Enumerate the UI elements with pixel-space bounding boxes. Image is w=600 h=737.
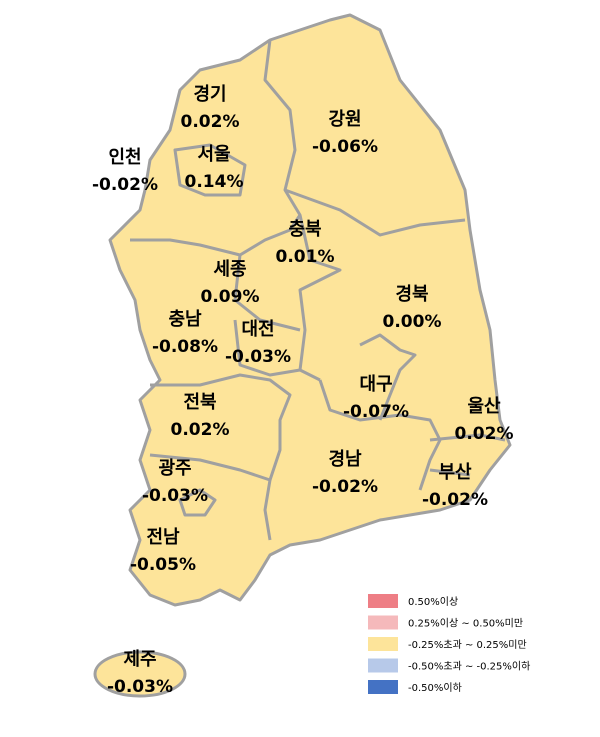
region-name: 광주 bbox=[158, 458, 191, 479]
region-name: 서울 bbox=[197, 144, 230, 165]
border bbox=[173, 143, 247, 197]
border bbox=[359, 333, 417, 421]
border bbox=[429, 468, 471, 477]
region-value: -0.02% bbox=[92, 175, 158, 195]
legend-label: 0.50%이상 bbox=[408, 596, 458, 608]
region-value: 0.00% bbox=[383, 312, 442, 332]
region-value: -0.05% bbox=[130, 555, 196, 575]
region-value: -0.02% bbox=[422, 490, 488, 510]
legend-swatch bbox=[368, 680, 398, 694]
region-name: 인천 bbox=[108, 147, 141, 168]
border bbox=[233, 319, 301, 377]
legend-label: -0.50%이하 bbox=[408, 681, 462, 694]
legend-swatch bbox=[368, 637, 398, 651]
legend-label: -0.25%초과 ~ 0.25%미만 bbox=[408, 639, 527, 651]
legend-label: -0.50%초과 ~ -0.25%이하 bbox=[408, 660, 530, 673]
legend-swatch bbox=[368, 615, 398, 630]
border bbox=[178, 488, 217, 517]
region-value: 0.09% bbox=[201, 287, 260, 307]
region-name: 세종 bbox=[213, 259, 246, 280]
border bbox=[284, 188, 466, 237]
region-value: 0.14% bbox=[185, 172, 244, 192]
region-value: -0.03% bbox=[225, 347, 291, 367]
land bbox=[93, 13, 512, 698]
region-name: 전북 bbox=[183, 392, 216, 413]
region-value: -0.08% bbox=[152, 337, 218, 357]
region-name: 대구 bbox=[359, 374, 392, 395]
jeju-island bbox=[93, 650, 187, 698]
region-name: 제주 bbox=[123, 649, 156, 670]
region-value: -0.02% bbox=[312, 477, 378, 497]
region-name: 충남 bbox=[168, 309, 202, 330]
region-value: -0.06% bbox=[312, 137, 378, 157]
region-name: 부산 bbox=[438, 462, 472, 483]
region-name: 전남 bbox=[146, 527, 180, 548]
border bbox=[149, 373, 292, 482]
border bbox=[130, 39, 302, 257]
region-value: 0.02% bbox=[455, 424, 514, 444]
region-value: -0.03% bbox=[142, 486, 208, 506]
legend-swatch bbox=[368, 658, 398, 673]
borders bbox=[130, 39, 506, 541]
region-value: -0.03% bbox=[107, 677, 173, 697]
region-name: 강원 bbox=[328, 109, 361, 130]
region-name: 경기 bbox=[193, 84, 226, 105]
border bbox=[429, 433, 506, 442]
border bbox=[263, 479, 272, 541]
legend-label: 0.25%이상 ~ 0.50%미만 bbox=[408, 618, 523, 630]
border bbox=[233, 254, 301, 332]
region-name: 경남 bbox=[328, 449, 362, 470]
legend-swatch bbox=[368, 594, 398, 608]
peninsula bbox=[108, 13, 512, 607]
border bbox=[318, 379, 442, 491]
region-name: 경북 bbox=[395, 284, 428, 305]
region-value: 0.01% bbox=[276, 247, 335, 267]
region-value: 0.02% bbox=[181, 112, 240, 132]
region-value: -0.07% bbox=[343, 402, 409, 422]
region-name: 충북 bbox=[288, 219, 321, 240]
region-name: 대전 bbox=[241, 319, 274, 340]
region-name: 울산 bbox=[467, 396, 501, 417]
region-value: 0.02% bbox=[171, 420, 230, 440]
